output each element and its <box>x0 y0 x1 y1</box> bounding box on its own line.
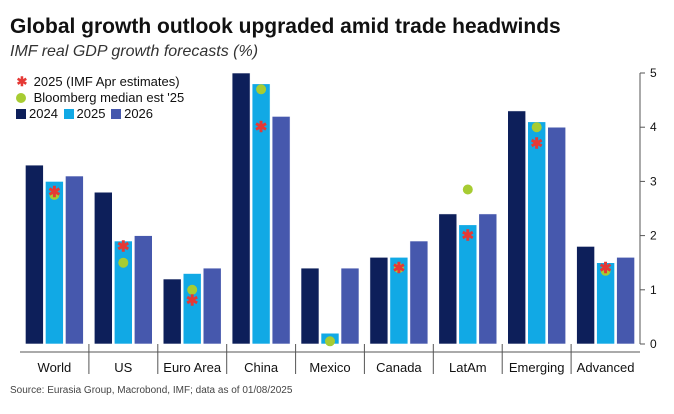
bloomberg-dot-canada <box>393 263 404 274</box>
imf-star-canada: ✱ <box>393 260 406 277</box>
y-tick-label: 2 <box>650 229 657 243</box>
bar-2024-world <box>25 164 44 345</box>
imf-star-emerging: ✱ <box>530 136 543 153</box>
bar-2025-china <box>251 83 271 345</box>
legend-label-2025: 2025 <box>76 106 106 121</box>
bar-2026-emerging <box>547 126 567 345</box>
bar-2025-advanced <box>596 262 615 345</box>
imf-star-advanced: ✱ <box>599 260 612 277</box>
y-tick-label: 5 <box>650 66 657 80</box>
bar-2025-us <box>114 240 133 345</box>
bar-2025-world <box>45 181 64 345</box>
legend-label-2026: 2026 <box>124 106 154 121</box>
bar-2026-us <box>134 235 153 345</box>
x-tick-label-advanced: Advanced <box>577 360 635 375</box>
legend-label-2024: 2024 <box>29 106 58 121</box>
bloomberg-dot-advanced <box>600 265 611 276</box>
x-tick-label-canada: Canada <box>376 360 422 375</box>
bar-2026-world <box>65 175 84 345</box>
bar-2024-emerging <box>507 110 527 345</box>
bloomberg-dot-emerging <box>531 122 542 133</box>
legend-label-imf-star: 2025 (IMF Apr estimates) <box>33 74 180 89</box>
x-tick-label-world: World <box>38 360 72 375</box>
bar-2026-latam <box>478 213 498 345</box>
bar-2026-advanced <box>616 256 635 345</box>
bar-2025-latam <box>458 224 478 345</box>
bloomberg-dot-euro-area <box>187 284 198 295</box>
bloomberg-dot-china <box>256 84 267 95</box>
bar-2024-canada <box>369 256 389 345</box>
bloomberg-dot-latam <box>462 184 473 195</box>
bloomberg-dot-mexico <box>325 336 335 347</box>
x-tick-label-mexico: Mexico <box>309 360 350 375</box>
bar-2026-canada <box>409 240 429 345</box>
red-asterisk-icon: ✱ <box>16 74 28 89</box>
page-title: Global growth outlook upgraded amid trad… <box>10 15 561 38</box>
legend-swatch-2025 <box>63 109 74 119</box>
imf-star-china: ✱ <box>255 119 268 136</box>
bar-2026-china <box>271 116 291 345</box>
bar-2024-advanced <box>576 246 595 345</box>
bloomberg-dot-us <box>118 257 129 268</box>
source-note: Source: Eurasia Group, Macrobond, IMF; d… <box>10 385 293 396</box>
bar-2024-us <box>94 191 113 345</box>
imf-star-euro-area: ✱ <box>186 293 199 310</box>
bar-2026-euro-area <box>202 267 222 345</box>
bar-2024-euro-area <box>162 278 182 345</box>
legend-item-years: 2024 2025 2026 <box>14 106 153 122</box>
legend-label-bloomberg-dot: Bloomberg median est '25 <box>33 90 185 105</box>
legend-swatch-2024 <box>16 109 26 119</box>
green-dot-icon <box>16 93 26 103</box>
markers-layer: ✱ ✱ ✱ ✱ ✱ ✱ ✱ ✱ <box>48 84 612 347</box>
legend-swatch-2026 <box>111 109 122 119</box>
x-tick-label-china: China <box>244 360 279 375</box>
bar-2024-mexico <box>300 267 320 345</box>
y-tick-label: 0 <box>650 337 657 351</box>
y-tick-label: 1 <box>650 283 657 297</box>
imf-star-us: ✱ <box>117 238 130 255</box>
axes-layer: World US Euro Area China Mexico Canada LatAm Em… <box>20 66 657 375</box>
page-subtitle: IMF real GDP growth forecasts (%) <box>10 43 259 60</box>
y-tick-label: 3 <box>650 174 657 188</box>
x-tick-label-us: US <box>114 360 132 375</box>
x-tick-label-latam: LatAm <box>449 360 487 375</box>
bar-2025-emerging <box>527 121 547 345</box>
bar-2026-mexico <box>340 267 360 345</box>
x-tick-label-euro-area: Euro Area <box>163 360 222 375</box>
bar-2024-latam <box>438 213 458 345</box>
bar-2024-china <box>231 72 251 345</box>
y-tick-label: 4 <box>650 120 657 134</box>
bars-layer <box>25 72 635 345</box>
chart-legend: ✱ 2025 (IMF Apr estimates) Bloomberg med… <box>14 72 244 124</box>
imf-star-latam: ✱ <box>462 228 475 245</box>
bloomberg-dot-world <box>49 189 60 200</box>
bar-2025-canada <box>389 256 409 345</box>
legend-item-bloomberg-dot: Bloomberg median est '25 <box>14 90 184 106</box>
x-tick-label-emerging: Emerging <box>509 360 565 375</box>
imf-star-world: ✱ <box>48 184 61 201</box>
legend-item-imf-star: ✱ 2025 (IMF Apr estimates) <box>14 74 180 90</box>
